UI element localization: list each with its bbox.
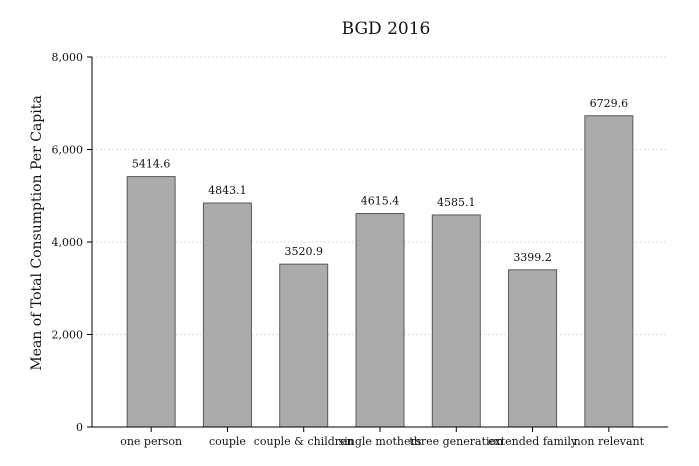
bar — [508, 269, 558, 428]
x-tick-label: non relevant — [574, 435, 645, 448]
data-label: 6729.6 — [590, 97, 629, 110]
x-tick-label: single mothers — [339, 435, 422, 448]
bar — [355, 213, 405, 428]
bar — [279, 263, 329, 428]
x-tick-label: extended family — [488, 435, 578, 448]
bars — [126, 115, 634, 428]
x-tick-label: three generation — [409, 435, 503, 448]
data-label: 3399.2 — [513, 251, 552, 264]
bar — [126, 176, 176, 428]
bar — [584, 115, 634, 428]
y-tick-label: 2,000 — [52, 329, 84, 342]
data-label: 3520.9 — [284, 245, 323, 258]
x-tick-label: couple — [209, 435, 246, 448]
data-label: 4843.1 — [208, 184, 247, 197]
chart-title: BGD 2016 — [342, 19, 431, 39]
data-label: 4615.4 — [361, 195, 400, 208]
y-tick-label: 4,000 — [52, 236, 84, 249]
y-tick-label: 0 — [76, 421, 83, 434]
y-tick-label: 8,000 — [52, 51, 84, 64]
x-tick-label: couple & children — [254, 435, 354, 448]
labels: 5414.6 one person 4843.1 couple 3520.9 couple… — [52, 51, 645, 448]
data-label: 4585.1 — [437, 196, 476, 209]
bar — [202, 202, 252, 428]
bar — [431, 214, 481, 428]
axes — [87, 56, 668, 432]
y-tick-label: 6,000 — [52, 144, 84, 157]
x-tick-label: one person — [120, 435, 182, 448]
y-axis-label: Mean of Total Consumption Per Capita — [29, 95, 45, 370]
data-label: 5414.6 — [132, 158, 171, 171]
